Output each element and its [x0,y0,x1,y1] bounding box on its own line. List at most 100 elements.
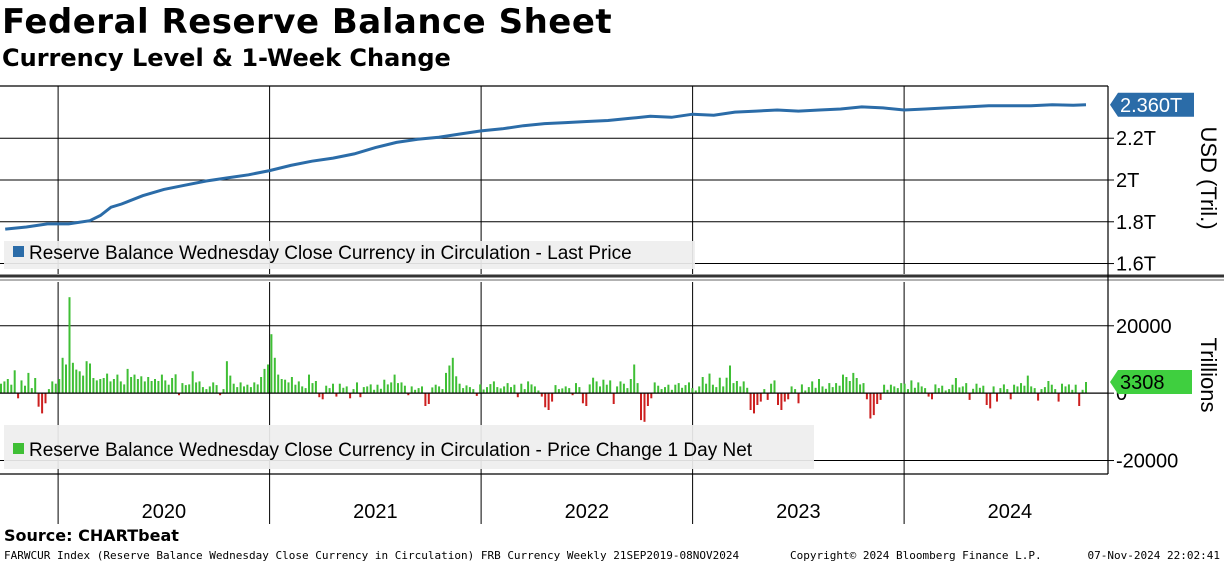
change-bar [941,385,944,394]
change-bar [212,382,215,394]
bottom-legend-box [4,425,814,469]
footer-copyright: Copyright© 2024 Bloomberg Finance L.P. [790,549,1042,562]
change-bar [711,384,714,394]
bottom-last-value-label: 3308 [1120,372,1165,394]
change-bar [756,393,759,405]
change-bar [421,386,423,394]
change-bar [968,393,971,400]
change-bar [729,365,731,394]
bottom-y-tick-label: 0 [1116,383,1127,405]
change-bar [284,379,287,394]
change-bar [972,388,975,394]
change-bar [838,385,841,394]
change-bar [883,384,886,394]
change-bar [356,382,358,394]
change-bar [178,393,180,396]
change-bar [691,388,694,394]
bottom-y-tick-label: -20000 [1116,451,1178,473]
change-bar [616,386,619,394]
change-bar [253,382,256,394]
change-bar [1043,387,1046,394]
change-bar [797,393,800,404]
change-bar [664,387,666,394]
change-bar [544,393,547,408]
change-bar [243,386,245,394]
x-axis-year-labels: 2020 2021 2022 2023 2024 [142,501,1033,523]
change-bar [20,380,23,394]
change-bar [472,389,475,394]
change-bar [937,388,940,394]
change-bar [37,393,40,407]
change-bar [390,382,393,394]
change-bar [41,393,44,414]
change-bar [270,334,273,394]
change-bar [698,386,701,394]
change-bar [985,393,988,405]
source-note: Source: CHARTbeat [4,526,179,545]
change-bar [954,378,957,394]
change-bar [229,375,232,394]
change-bar [205,389,208,394]
change-bar [95,380,98,394]
change-bar [568,388,571,394]
change-bar [174,374,177,394]
change-bar [749,393,752,410]
change-bar [684,385,687,394]
change-bar [602,379,605,394]
change-bar [578,387,581,394]
change-bar [410,386,413,394]
change-bar [1047,381,1050,394]
change-bar [934,384,937,394]
change-bar [44,393,47,404]
change-bar [533,386,536,394]
change-bar [191,371,194,394]
change-bar [51,381,54,394]
change-bar [629,379,632,394]
change-bar [171,378,174,394]
change-bar [222,389,225,394]
change-bar [407,393,410,396]
change-bar [92,378,95,394]
change-bar [246,384,249,394]
change-bar [61,357,64,394]
change-bar [660,389,663,394]
change-bar [677,383,680,394]
change-bar [133,374,136,394]
change-bar [547,393,550,410]
change-bar [636,383,639,394]
change-bar [561,388,564,394]
change-bar [913,387,916,394]
change-bar [869,393,872,419]
top-legend-label: Reserve Balance Wednesday Close Currency… [29,243,632,264]
change-bar [362,387,365,394]
change-bar [164,380,167,394]
change-bar [232,383,235,394]
change-bar [612,393,615,404]
change-bar [468,387,471,394]
change-bar [417,388,420,394]
change-bar [427,393,430,404]
change-bar [910,380,913,394]
change-bar [1061,383,1063,394]
change-bar [359,393,362,398]
change-bar [143,381,146,394]
change-bar [766,393,769,400]
change-bar [705,383,708,394]
change-bar [345,386,348,394]
change-bar [780,393,783,410]
change-bar [479,384,482,394]
x-axis: 2020 2021 2022 2023 2024 [0,473,1108,523]
change-bar [794,389,797,394]
change-bar [267,364,269,394]
change-bar [431,387,434,394]
change-bar [157,381,160,394]
change-bar [373,389,376,394]
change-bar [277,374,280,394]
change-bar [78,371,81,394]
change-bar [106,373,109,394]
change-bar [506,383,509,394]
bottom-last-value-badge [1110,370,1192,395]
change-bar [1040,389,1043,394]
change-bar [633,364,636,394]
change-bar [944,390,947,394]
